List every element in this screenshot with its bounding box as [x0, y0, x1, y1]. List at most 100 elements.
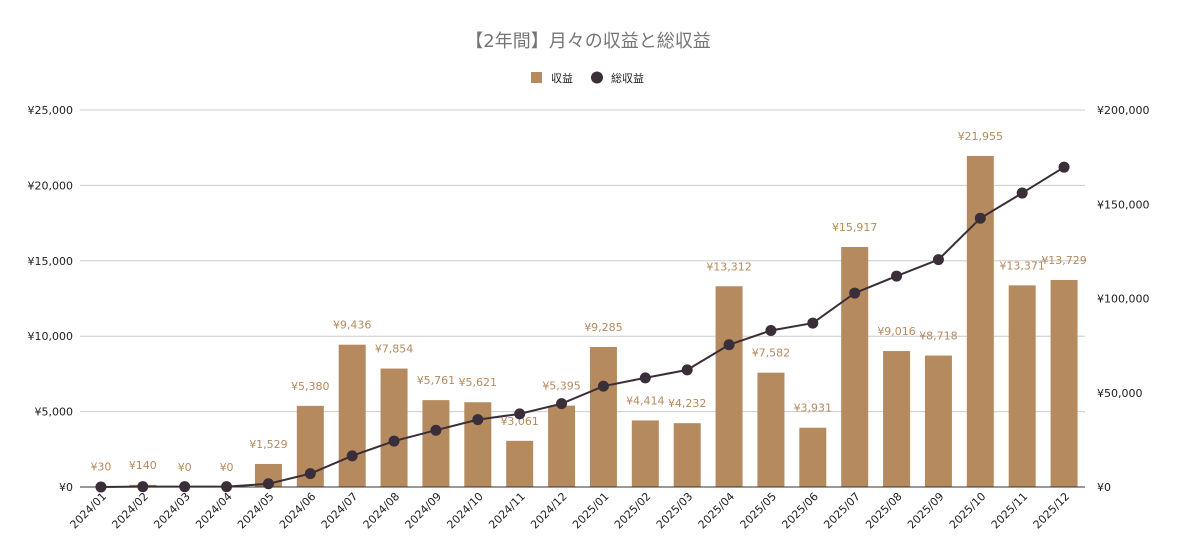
right-tick-label: ¥100,000 [1097, 293, 1150, 306]
line-series [95, 161, 1070, 493]
bar-data-label: ¥13,371 [999, 259, 1045, 272]
bar-data-label: ¥5,395 [542, 380, 581, 393]
bar-data-label: ¥13,729 [1041, 254, 1087, 267]
x-tick-label: 2025/11 [989, 490, 1031, 532]
x-tick-label: 2025/04 [696, 490, 738, 532]
bar-data-label: ¥5,380 [291, 380, 330, 393]
x-tick-label: 2024/12 [528, 490, 570, 532]
bar [715, 286, 743, 487]
bar-data-label: ¥9,016 [877, 325, 916, 338]
right-axis-ticks: ¥0 ¥50,000 ¥100,000 ¥150,000 ¥200,000 [1097, 104, 1150, 494]
bar-data-label: ¥1,529 [249, 438, 288, 451]
line-point [262, 478, 274, 490]
x-tick-label: 2024/09 [403, 490, 445, 532]
bar [883, 351, 911, 487]
x-tick-label: 2025/03 [654, 490, 696, 532]
bar-data-label: ¥4,232 [668, 397, 707, 410]
line-point [681, 364, 693, 376]
line-point [891, 270, 903, 282]
bar-data-label: ¥15,917 [832, 221, 878, 234]
line-point [849, 287, 861, 299]
bar-data-label: ¥4,414 [626, 394, 665, 407]
line-point [1058, 161, 1070, 173]
line-point [346, 450, 358, 462]
bar [966, 155, 994, 488]
bar [506, 440, 534, 487]
left-tick-label: ¥10,000 [28, 330, 74, 343]
line-point [514, 408, 526, 420]
line-point [807, 317, 819, 329]
right-tick-label: ¥150,000 [1097, 198, 1150, 211]
line-point [1016, 187, 1028, 199]
chart-title: 【2年間】月々の収益と総収益 [465, 31, 710, 52]
x-tick-label: 2025/05 [738, 490, 780, 532]
bar-data-label: ¥9,436 [333, 319, 372, 332]
line-point [472, 414, 484, 426]
bar-data-label: ¥0 [178, 461, 192, 474]
bar [338, 344, 366, 487]
bar-data-label: ¥0 [220, 461, 234, 474]
line-point [388, 435, 400, 447]
bar-data-label: ¥5,761 [417, 374, 456, 387]
bar-data-label: ¥5,621 [459, 376, 498, 389]
x-tick-label: 2025/06 [779, 490, 821, 532]
right-tick-label: ¥200,000 [1097, 104, 1150, 117]
legend-label: 総収益 [611, 71, 644, 85]
bar [380, 368, 408, 487]
bar [924, 355, 952, 487]
left-tick-label: ¥20,000 [28, 179, 74, 192]
x-tick-label: 2024/01 [68, 490, 110, 532]
bar [841, 246, 869, 487]
line-point [639, 372, 651, 384]
x-tick-label: 2025/07 [821, 490, 863, 532]
bar-data-label: ¥30 [90, 461, 111, 474]
x-tick-label: 2024/04 [193, 490, 235, 532]
bar-labels: ¥30 ¥140 ¥0 ¥0 ¥1,529 ¥5,380 ¥9,436¥7,854 ¥5,76… [90, 130, 1086, 474]
legend-marker-bar [531, 72, 542, 83]
bar-data-label: ¥3,931 [794, 402, 833, 415]
x-axis-ticks: 2024/01 2024/02 2024/03 2024/04 2024/05 2024/… [68, 490, 1073, 532]
left-tick-label: ¥5,000 [35, 406, 74, 419]
left-tick-label: ¥0 [59, 481, 73, 494]
bar-data-label: ¥8,718 [919, 330, 958, 343]
bar-data-label: ¥7,582 [752, 347, 791, 360]
grid [80, 109, 1085, 413]
bar [1008, 285, 1036, 487]
x-tick-label: 2024/07 [319, 490, 361, 532]
line-path [100, 166, 1065, 488]
bar-data-label: ¥9,285 [584, 321, 623, 334]
x-tick-label: 2024/10 [444, 490, 486, 532]
right-tick-label: ¥50,000 [1097, 387, 1143, 400]
x-tick-label: 2025/10 [947, 490, 989, 532]
line-point [765, 324, 777, 336]
bar-series [87, 155, 1078, 488]
left-tick-label: ¥15,000 [28, 255, 74, 268]
bar [631, 420, 659, 487]
x-tick-label: 2024/05 [235, 490, 277, 532]
legend-label: 収益 [551, 71, 573, 85]
bar [548, 405, 576, 487]
x-tick-label: 2025/08 [863, 490, 905, 532]
bar-data-label: ¥7,854 [375, 343, 414, 356]
x-tick-label: 2024/02 [109, 490, 151, 532]
legend: 収益 総収益 [531, 71, 644, 85]
right-tick-label: ¥0 [1097, 481, 1111, 494]
bar-data-label: ¥13,312 [706, 260, 752, 273]
x-tick-label: 2025/12 [1031, 490, 1073, 532]
line-point [597, 380, 609, 392]
bar [673, 423, 701, 487]
left-axis-ticks: ¥0 ¥5,000 ¥10,000 ¥15,000 ¥20,000 ¥25,000 [28, 104, 74, 494]
bar [1050, 279, 1078, 487]
bar-data-label: ¥3,061 [500, 415, 539, 428]
x-tick-label: 2024/11 [486, 490, 528, 532]
x-tick-label: 2025/01 [570, 490, 612, 532]
x-tick-label: 2024/08 [361, 490, 403, 532]
bar-data-label: ¥21,955 [958, 130, 1004, 143]
line-point [430, 424, 442, 436]
line-point [974, 212, 986, 224]
bar [589, 346, 617, 487]
x-tick-label: 2025/09 [905, 490, 947, 532]
left-tick-label: ¥25,000 [28, 104, 74, 117]
